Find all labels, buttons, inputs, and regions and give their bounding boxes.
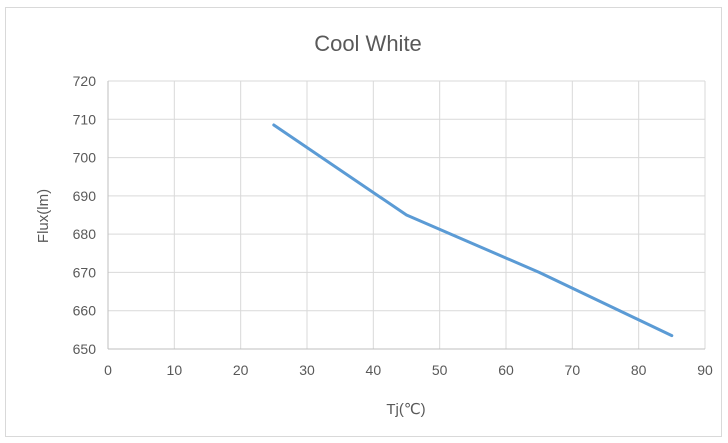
y-tick-label: 720 [73,73,97,89]
y-tick-label: 710 [73,111,97,127]
y-tick-label: 660 [73,303,97,319]
chart-title: Cool White [314,31,422,56]
y-tick-label: 700 [73,150,97,166]
x-tick-label: 50 [432,362,448,378]
x-tick-label: 40 [366,362,382,378]
x-tick-label: 60 [498,362,514,378]
x-tick-label: 80 [631,362,647,378]
y-axis-label: Flux(lm) [35,189,52,243]
series-layer [272,123,674,338]
x-tick-label: 20 [233,362,249,378]
y-tick-label: 650 [73,341,97,357]
axes [107,81,705,350]
x-tick-label: 70 [565,362,581,378]
y-tick-label: 670 [73,264,97,280]
x-tick-label: 90 [697,362,713,378]
y-tick-label: 680 [73,226,97,242]
tick-labels: 0 10 20 30 40 50 60 70 80 90 650 660 670 680 690 700 710… [73,73,713,378]
chart-frame [5,7,722,437]
series-line [272,123,674,338]
gridlines [108,80,706,349]
x-axis-label: Tj(℃) [386,401,425,418]
y-tick-label: 690 [73,188,97,204]
x-tick-label: 10 [167,362,183,378]
x-tick-label: 30 [299,362,315,378]
x-tick-label: 0 [104,362,112,378]
